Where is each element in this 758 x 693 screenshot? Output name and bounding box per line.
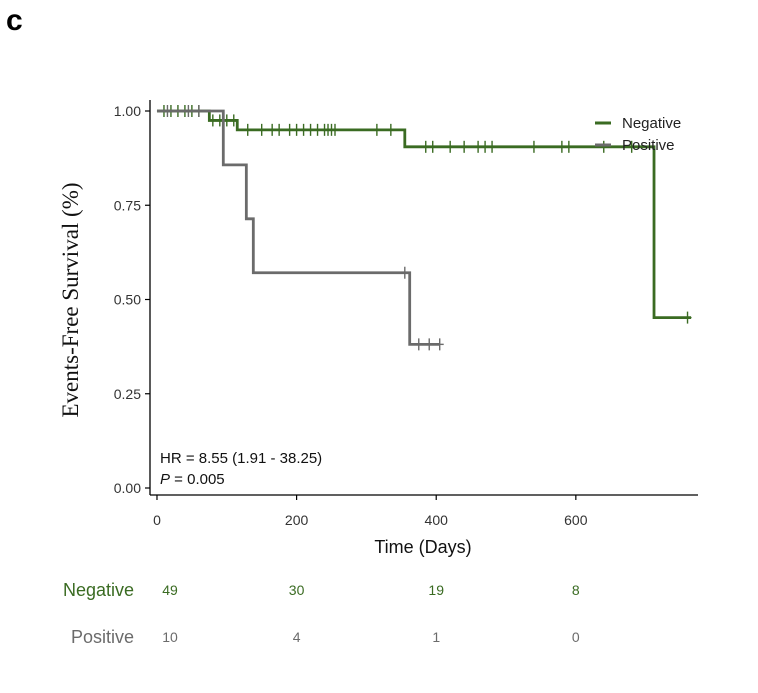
series-line-positive (156, 109, 440, 346)
x-tick-label: 200 (285, 512, 309, 528)
x-axis-title: Time (Days) (374, 537, 471, 557)
p-value: = 0.005 (170, 471, 225, 488)
risk-row-label: Negative (63, 580, 134, 600)
series-negative (156, 105, 692, 324)
series-positive (156, 105, 444, 351)
risk-value: 8 (572, 582, 580, 598)
x-tick-label: 400 (425, 512, 449, 528)
y-tick-label: 0.25 (114, 386, 141, 402)
x-tick-label: 0 (153, 512, 161, 528)
y-axis-title: Events-Free Survival (%) (58, 182, 83, 417)
p-label: P (160, 471, 170, 488)
hazard-ratio-annotation: HR = 8.55 (1.91 - 38.25) (160, 450, 322, 467)
risk-row-label: Positive (71, 627, 134, 647)
x-tick-label: 600 (564, 512, 588, 528)
risk-value: 30 (289, 582, 305, 598)
risk-value: 10 (162, 629, 178, 645)
y-tick-label: 0.50 (114, 292, 141, 308)
risk-value: 1 (432, 629, 440, 645)
legend-label-negative: Negative (622, 115, 681, 132)
panel-letter: c (6, 4, 23, 37)
series-line-negative (156, 109, 692, 319)
risk-value: 19 (428, 582, 444, 598)
y-tick-label: 0.00 (114, 480, 141, 496)
y-tick-label: 1.00 (114, 103, 141, 119)
risk-value: 0 (572, 629, 580, 645)
legend-label-positive: Positive (622, 137, 675, 154)
y-tick-label: 0.75 (114, 197, 141, 213)
risk-value: 49 (162, 582, 178, 598)
legend: Negative Positive (595, 115, 681, 154)
axes: 0.00 0.25 0.50 0.75 1.00 0 200 400 600 (114, 100, 698, 528)
risk-value: 4 (293, 629, 301, 645)
p-value-annotation: P = 0.005 (160, 471, 225, 488)
survival-curves (156, 105, 692, 351)
